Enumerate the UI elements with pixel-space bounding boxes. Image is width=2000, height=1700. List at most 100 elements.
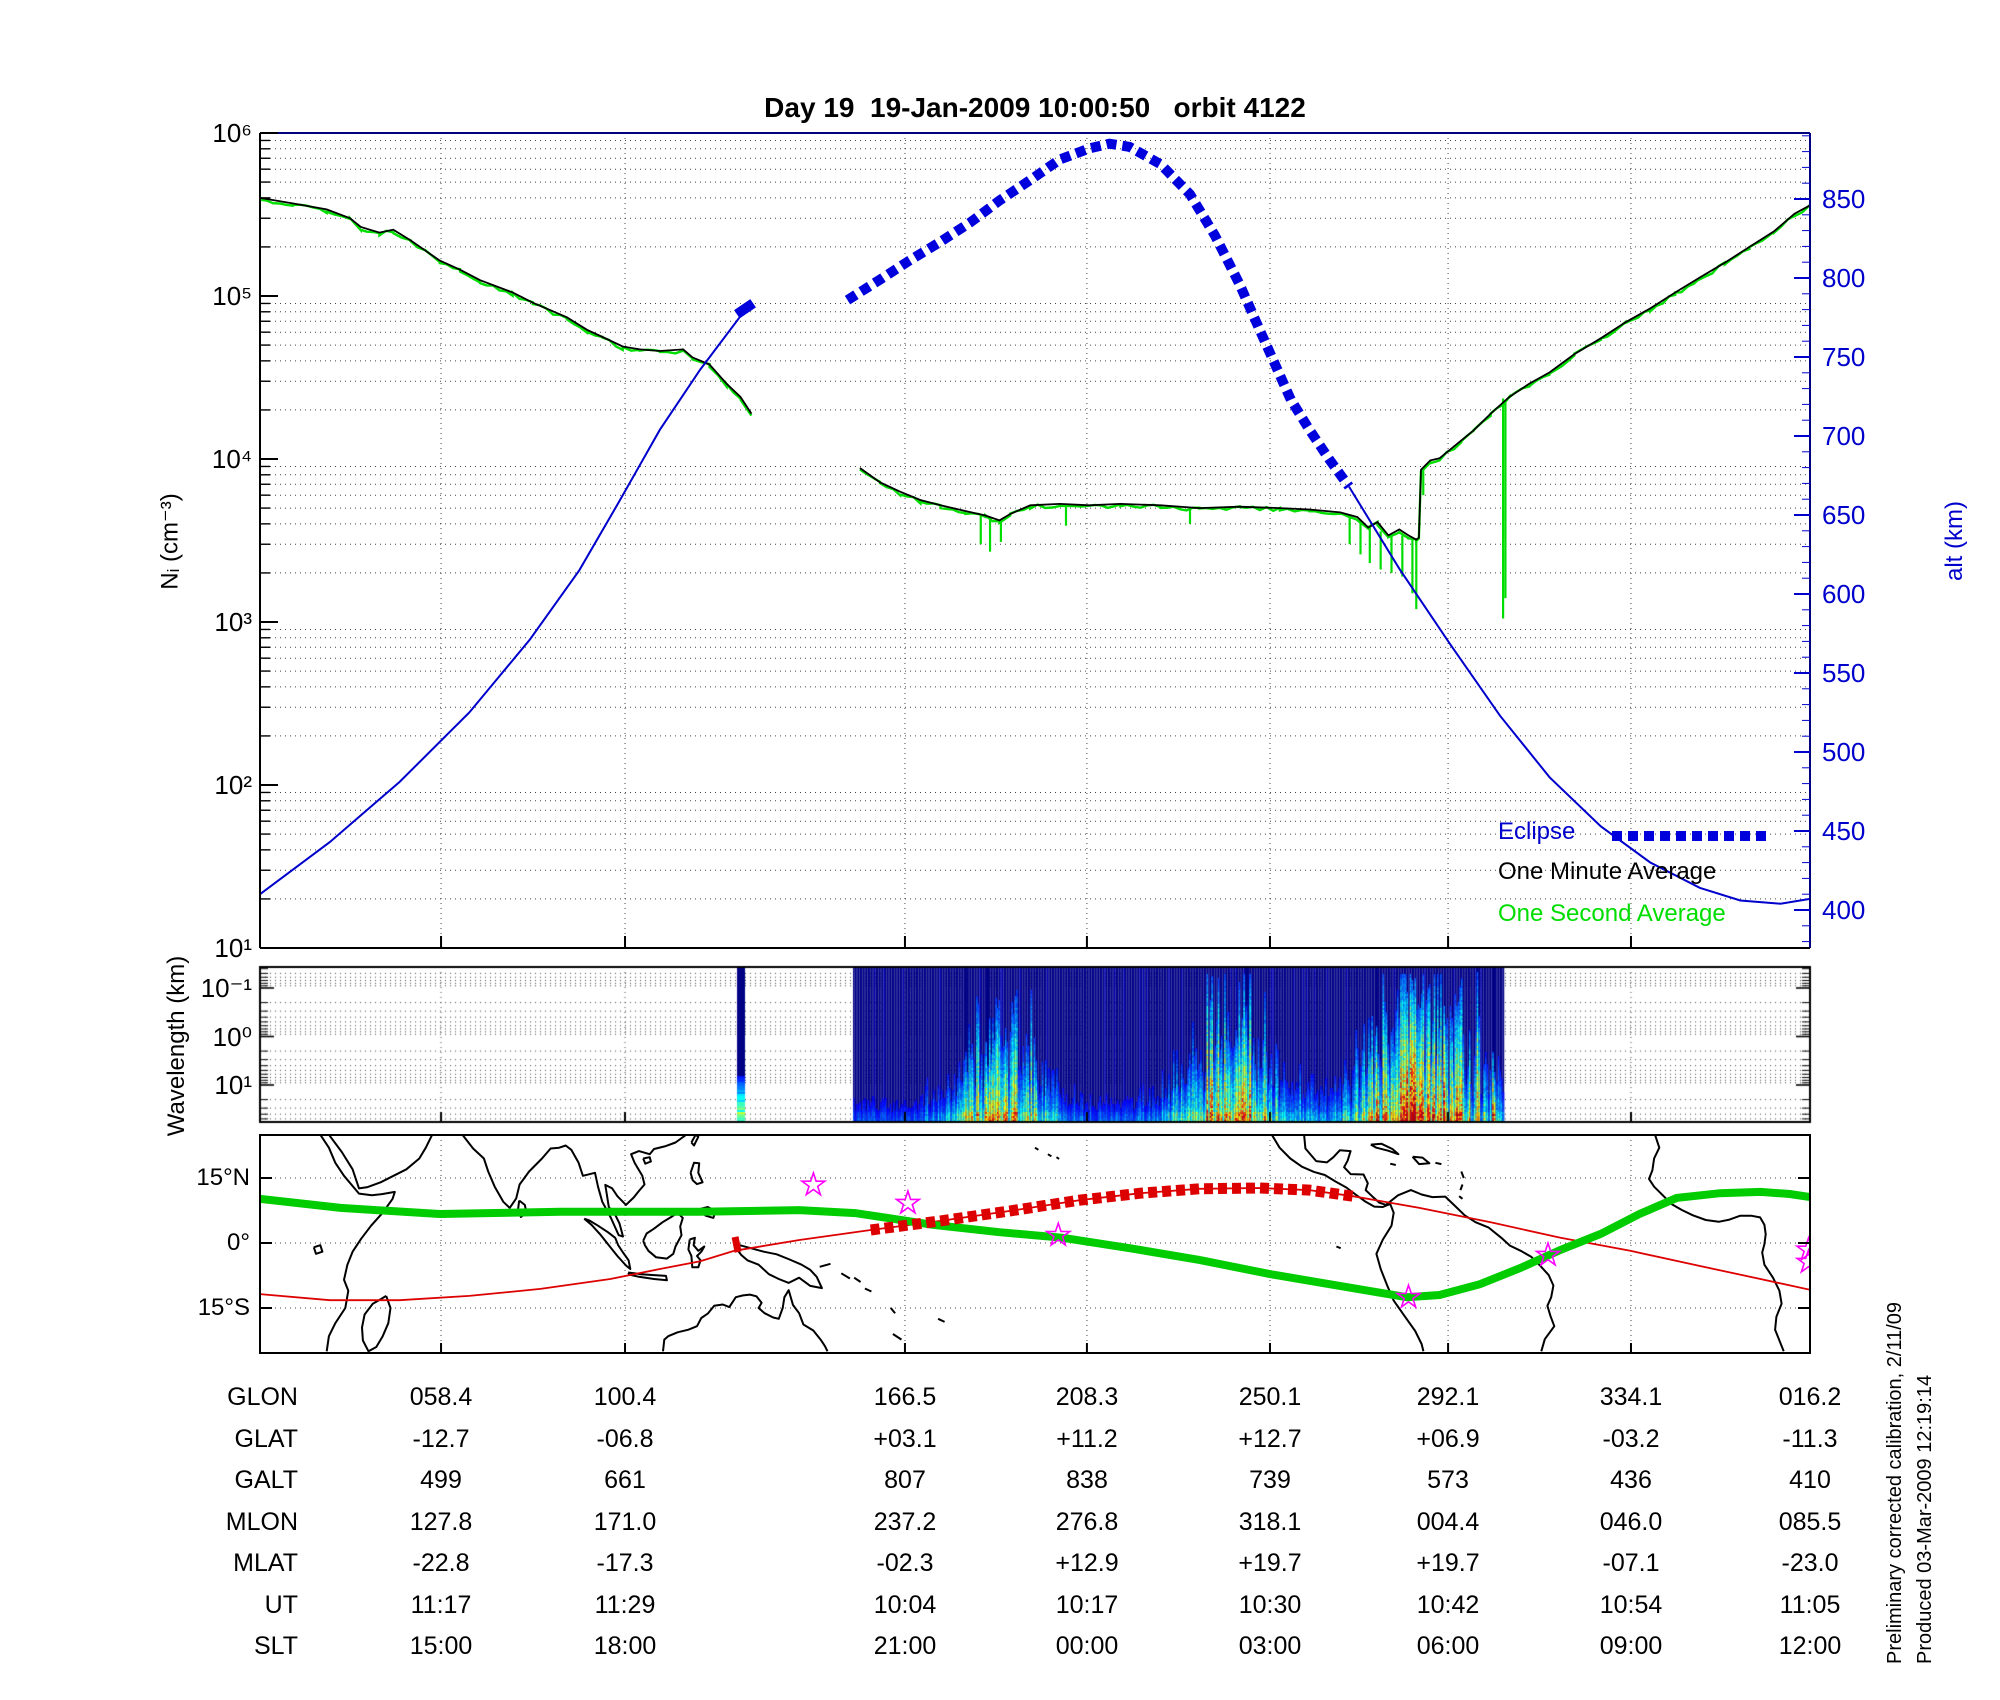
table-cell-ut: 10:54	[1599, 1591, 1663, 1619]
table-row-label: UT	[264, 1591, 298, 1619]
table-cell-mlat: -02.3	[876, 1549, 934, 1577]
table-cell-slt: 21:00	[873, 1632, 937, 1660]
coastline	[583, 1217, 632, 1270]
table-cell-mlat: +19.7	[1238, 1549, 1302, 1577]
y-right-tick-label: 550	[1822, 658, 1866, 688]
table-cell-mlat: +19.7	[1416, 1549, 1480, 1577]
table-cell-mlat: -07.1	[1602, 1549, 1660, 1577]
eclipse-ground-track	[869, 1182, 1354, 1236]
coastline	[937, 1317, 946, 1323]
table-cell-galt: 410	[1789, 1466, 1831, 1494]
coastline	[1411, 1155, 1431, 1166]
coastline	[853, 1276, 862, 1283]
coastline	[328, 1135, 434, 1190]
coastline	[819, 1262, 831, 1268]
table-cell-slt: 00:00	[1055, 1632, 1119, 1660]
table-cell-mlat: +12.9	[1055, 1549, 1119, 1577]
table-cell-galt: 499	[420, 1466, 462, 1494]
coastline	[1460, 1171, 1465, 1179]
y-left-tick-label: 10⁴	[211, 444, 252, 474]
table-row-label: GLAT	[234, 1425, 298, 1453]
coastline	[840, 1272, 851, 1280]
coastline	[361, 1295, 392, 1353]
coastline	[642, 1156, 652, 1165]
table-cell-mlon: 171.0	[593, 1508, 657, 1536]
coastline	[662, 1289, 829, 1352]
table-cell-galt: 436	[1610, 1466, 1652, 1494]
legend-one-minute-label: One Minute Average	[1498, 858, 1717, 885]
wavelength-tick-label: 10⁰	[212, 1021, 252, 1052]
star-marker	[1394, 1282, 1423, 1310]
table-cell-slt: 18:00	[593, 1632, 657, 1660]
y-right-tick-label: 600	[1822, 579, 1866, 609]
wavelength-tick-label: 10¹	[214, 1070, 252, 1100]
y-right-tick-label: 450	[1822, 816, 1866, 846]
legend-one-second-label: One Second Average	[1498, 900, 1726, 927]
y-right-tick-label: 650	[1822, 500, 1866, 530]
table-cell-mlon: 085.5	[1778, 1508, 1842, 1536]
table-row-label: GLON	[227, 1383, 298, 1411]
star-marker	[1534, 1240, 1562, 1267]
coastline	[319, 1135, 396, 1352]
table-cell-glat: -03.2	[1602, 1425, 1660, 1453]
table-cell-ut: 11:05	[1779, 1591, 1841, 1619]
altitude-curve	[1348, 486, 1811, 905]
table-row-label: MLAT	[233, 1549, 298, 1577]
one-second-average-curve	[859, 204, 1811, 544]
table-cell-slt: 09:00	[1599, 1632, 1663, 1660]
y-right-tick-label: 800	[1822, 263, 1866, 293]
y-right-tick-label: 850	[1822, 184, 1866, 214]
coastline	[1047, 1153, 1052, 1158]
coastline	[1034, 1146, 1039, 1151]
table-cell-slt: 15:00	[409, 1632, 473, 1660]
eclipse-start-marker	[731, 1236, 742, 1253]
table-row-label: GALT	[234, 1466, 298, 1494]
coastline	[689, 1161, 704, 1186]
y-right-tick-label: 500	[1822, 737, 1866, 767]
table-cell-galt: 838	[1066, 1466, 1108, 1494]
table-cell-glat: +06.9	[1416, 1425, 1480, 1453]
star-marker	[894, 1188, 922, 1215]
table-cell-ut: 10:42	[1416, 1591, 1480, 1619]
coastline	[890, 1307, 896, 1314]
coastline	[461, 1135, 687, 1238]
table-cell-ut: 11:29	[594, 1591, 656, 1619]
wavelength-spectrogram	[240, 955, 1830, 1135]
coastline	[1435, 1161, 1442, 1166]
table-cell-glon: 250.1	[1238, 1383, 1302, 1411]
coastline	[892, 1333, 903, 1341]
table-row-label: SLT	[254, 1632, 298, 1660]
y-axis-label-altitude: alt (km)	[1941, 501, 1968, 581]
orbit-ground-track	[260, 1187, 1810, 1302]
coastline	[1458, 1195, 1464, 1200]
annotation-produced: Produced 03-Mar-2009 12:19:14	[1914, 1374, 1936, 1664]
table-cell-galt: 573	[1427, 1466, 1469, 1494]
table-cell-glat: -11.3	[1782, 1425, 1838, 1453]
star-marker	[1794, 1235, 1810, 1262]
page-title: Day 19 19-Jan-2009 10:00:50 orbit 4122	[764, 92, 1306, 123]
table-cell-glon: 334.1	[1599, 1383, 1663, 1411]
table-cell-galt: 661	[604, 1466, 646, 1494]
coastline	[1370, 1142, 1400, 1156]
coastline	[690, 1135, 700, 1147]
y-left-tick-label: 10⁵	[212, 281, 252, 311]
table-cell-glat: +12.7	[1238, 1425, 1302, 1453]
table-cell-mlat: -17.3	[596, 1549, 654, 1577]
coastline	[687, 1236, 706, 1269]
coastline	[642, 1211, 684, 1260]
table-row-label: MLON	[225, 1508, 298, 1536]
y-left-tick-label: 10³	[214, 607, 252, 637]
coastline	[1648, 1135, 1785, 1352]
table-cell-ut: 10:17	[1055, 1591, 1119, 1619]
y-right-tick-label: 400	[1822, 895, 1866, 925]
table-cell-mlat: -23.0	[1781, 1549, 1839, 1577]
table-cell-ut: 11:17	[410, 1591, 472, 1619]
table-cell-glon: 058.4	[409, 1383, 473, 1411]
table-cell-glat: -12.7	[412, 1425, 470, 1453]
table-cell-slt: 06:00	[1416, 1632, 1480, 1660]
eclipse-short-dash	[734, 299, 756, 319]
table-cell-glat: +03.1	[873, 1425, 937, 1453]
star-marker	[1794, 1247, 1810, 1274]
coastline	[864, 1287, 872, 1293]
